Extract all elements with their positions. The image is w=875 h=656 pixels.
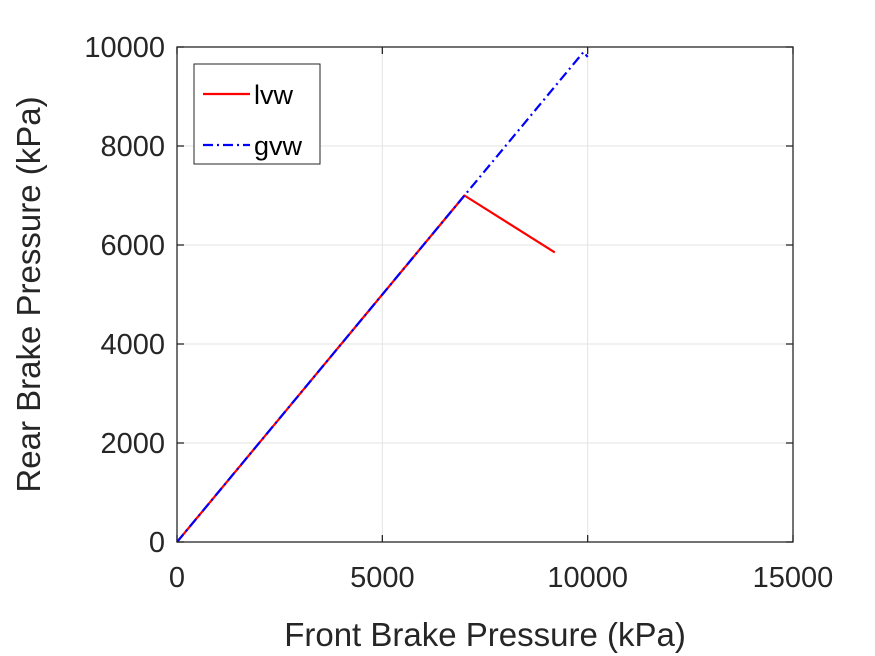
axis-ticks	[176, 46, 794, 543]
y-axis-title: Rear Brake Pressure (kPa)	[10, 96, 47, 492]
x-axis-title: Front Brake Pressure (kPa)	[284, 616, 686, 653]
x-tick-label: 15000	[753, 562, 834, 594]
series-layer	[176, 50, 589, 543]
legend-box	[193, 63, 321, 165]
plot-frame	[176, 46, 794, 543]
tick-labels: 0 5000 10000 15000 0 2000 4000 6000 8000 10000	[84, 32, 833, 594]
legend-label-lvw: lvw	[254, 80, 293, 110]
x-tick-label: 5000	[350, 562, 415, 594]
y-tick-label: 10000	[84, 32, 165, 64]
y-tick-label: 0	[149, 527, 165, 559]
y-tick-label: 8000	[100, 131, 165, 163]
x-tick-label: 10000	[547, 562, 628, 594]
y-tick-label: 4000	[100, 329, 165, 361]
y-tick-label: 2000	[100, 428, 165, 460]
x-tick-label: 0	[169, 562, 185, 594]
series-line-lvw	[176, 194, 556, 543]
legend: lvw gvw	[193, 63, 321, 165]
legend-label-gvw: gvw	[254, 131, 303, 161]
series-line-gvw	[176, 50, 589, 543]
y-tick-label: 6000	[100, 230, 165, 262]
